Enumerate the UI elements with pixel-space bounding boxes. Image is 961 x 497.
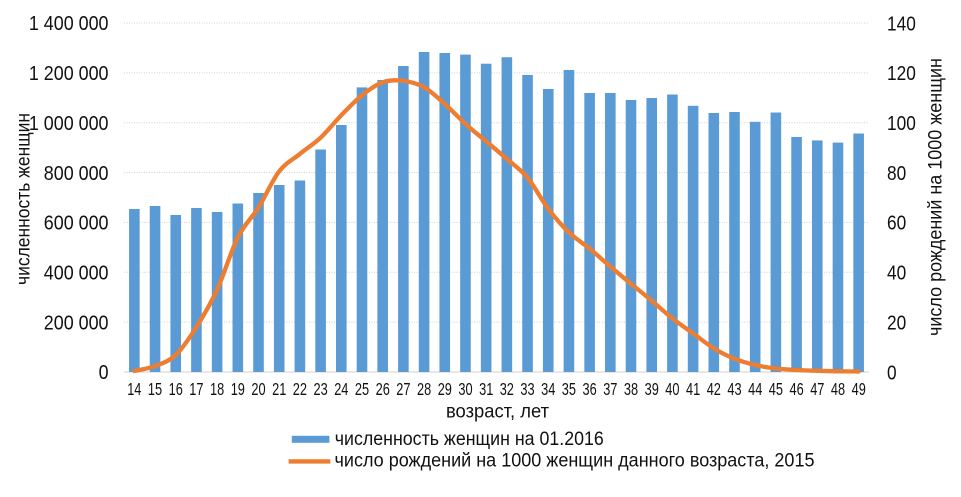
svg-text:44: 44: [748, 379, 762, 399]
svg-text:25: 25: [355, 379, 369, 399]
svg-text:23: 23: [314, 379, 328, 399]
svg-text:80: 80: [887, 163, 906, 185]
svg-text:29: 29: [438, 379, 452, 399]
svg-text:15: 15: [148, 379, 162, 399]
svg-text:60: 60: [887, 213, 906, 235]
svg-text:18: 18: [210, 379, 224, 399]
svg-text:1 400 000: 1 400 000: [29, 13, 109, 35]
svg-text:0: 0: [99, 362, 109, 384]
svg-text:возраст, лет: возраст, лет: [446, 401, 549, 423]
svg-text:1 000 000: 1 000 000: [29, 113, 109, 135]
svg-text:16: 16: [169, 379, 183, 399]
svg-text:40: 40: [665, 379, 679, 399]
svg-text:800 000: 800 000: [44, 163, 109, 185]
svg-text:41: 41: [686, 379, 700, 399]
svg-text:37: 37: [603, 379, 617, 399]
svg-text:численность женщин на 01.2016: численность женщин на 01.2016: [335, 428, 604, 450]
svg-text:26: 26: [376, 379, 390, 399]
svg-text:28: 28: [417, 379, 431, 399]
svg-text:48: 48: [831, 379, 845, 399]
svg-text:19: 19: [231, 379, 245, 399]
svg-text:14: 14: [127, 379, 141, 399]
svg-text:34: 34: [541, 379, 555, 399]
svg-text:32: 32: [500, 379, 514, 399]
svg-text:140: 140: [887, 13, 916, 35]
svg-text:43: 43: [727, 379, 741, 399]
svg-text:120: 120: [887, 63, 916, 85]
svg-text:0: 0: [887, 362, 897, 384]
svg-text:35: 35: [562, 379, 576, 399]
svg-text:33: 33: [520, 379, 534, 399]
svg-text:31: 31: [479, 379, 493, 399]
svg-text:100: 100: [887, 113, 916, 135]
svg-text:400 000: 400 000: [44, 263, 109, 285]
svg-text:200 000: 200 000: [44, 312, 109, 334]
svg-text:600 000: 600 000: [44, 213, 109, 235]
svg-text:число рождений на 1000 женщин: число рождений на 1000 женщин: [925, 58, 947, 336]
svg-text:1 200 000: 1 200 000: [29, 63, 109, 85]
svg-text:38: 38: [624, 379, 638, 399]
svg-text:27: 27: [396, 379, 410, 399]
svg-text:22: 22: [293, 379, 307, 399]
svg-text:20: 20: [251, 379, 265, 399]
svg-text:47: 47: [810, 379, 824, 399]
svg-text:36: 36: [583, 379, 597, 399]
svg-text:45: 45: [769, 379, 783, 399]
svg-text:46: 46: [790, 379, 804, 399]
svg-text:40: 40: [887, 263, 906, 285]
svg-text:число рождений на 1000 женщин: число рождений на 1000 женщин данного во…: [335, 450, 815, 472]
svg-text:49: 49: [852, 379, 866, 399]
svg-text:42: 42: [707, 379, 721, 399]
svg-text:20: 20: [887, 312, 906, 334]
svg-text:24: 24: [334, 379, 348, 399]
svg-text:17: 17: [189, 379, 203, 399]
svg-text:численность женщин: численность женщин: [12, 113, 34, 285]
svg-text:21: 21: [272, 379, 286, 399]
svg-text:30: 30: [458, 379, 472, 399]
svg-text:39: 39: [645, 379, 659, 399]
